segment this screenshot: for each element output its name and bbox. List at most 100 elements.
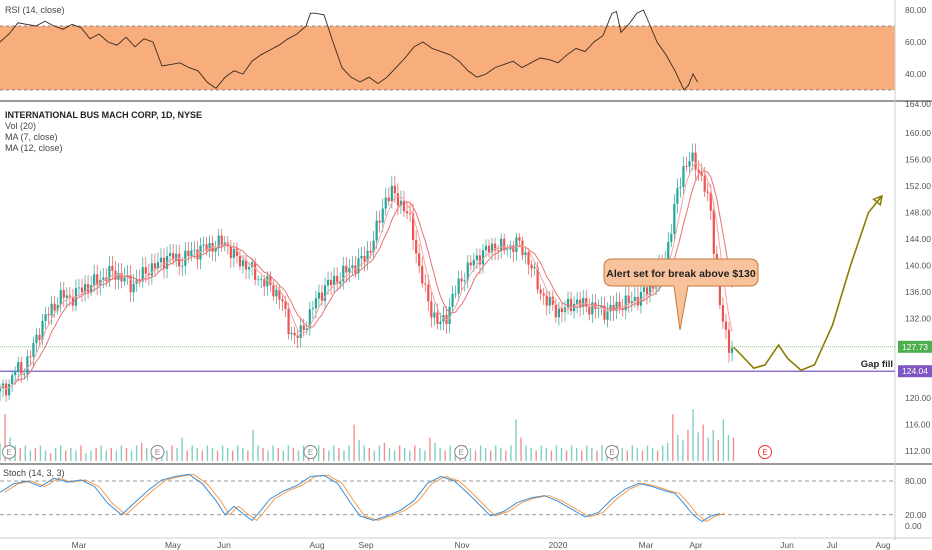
volume-bar (393, 450, 396, 461)
candle-body (381, 208, 384, 223)
candle-body (460, 278, 463, 282)
x-axis: Mar May Jun Aug Sep Nov 2020 Mar Apr Jun Jul Aug (72, 540, 891, 550)
volume-bar (44, 450, 47, 461)
candle-body (624, 295, 627, 311)
ma-12-line (0, 170, 733, 390)
volume-bar (110, 448, 112, 461)
candle-body (257, 279, 260, 281)
volume-bar (95, 448, 97, 461)
candle-body (77, 287, 81, 289)
candle-body (71, 297, 74, 306)
candle-body (232, 248, 235, 258)
candle-body (208, 242, 211, 251)
volume-bar (146, 448, 148, 461)
volume-bar (581, 450, 583, 461)
volume-bar (130, 450, 133, 461)
candle-body (448, 306, 451, 325)
candle-body (35, 334, 38, 344)
candle-body (569, 298, 573, 312)
volume-bar (515, 419, 517, 461)
candle-body (14, 371, 17, 376)
volume-bar (596, 450, 598, 461)
candle-body (369, 250, 372, 253)
candle-body (141, 267, 144, 282)
x-tick-label: Jul (827, 540, 838, 550)
volume-bar (449, 445, 451, 461)
volume-bar (60, 445, 62, 461)
candle-body (682, 166, 685, 188)
candle-body (372, 240, 375, 253)
candle-body (147, 273, 150, 276)
volume-bar (115, 450, 118, 461)
earnings-marker-label: E (762, 448, 767, 457)
candle-body (111, 265, 114, 271)
volume-bar (191, 445, 193, 461)
x-tick-label: Nov (454, 540, 470, 550)
earnings-marker-label: E (155, 448, 160, 457)
candle-body (260, 279, 263, 281)
candle-body (603, 305, 606, 320)
candle-body (17, 362, 20, 372)
earnings-marker (454, 445, 469, 459)
candle-body (254, 262, 257, 280)
volume-bar (65, 450, 67, 461)
candle-body (436, 312, 439, 325)
volume-bar (479, 445, 482, 461)
candle-body (178, 253, 181, 267)
volume-bar (272, 445, 274, 461)
candle-body (29, 356, 32, 358)
volume-bar (292, 448, 295, 461)
volume-bars (0, 409, 735, 461)
candle-body (721, 305, 725, 322)
volume-bar (550, 450, 553, 461)
indicator-label-vol: Vol (20) (5, 121, 36, 131)
alert-callout-text: Alert set for break above $130 (606, 268, 756, 280)
candle-body (548, 296, 551, 306)
candle-body (724, 321, 728, 330)
volume-bar (682, 440, 684, 461)
volume-bar (378, 445, 381, 461)
x-tick-label: Mar (72, 540, 87, 550)
candle-body (533, 267, 536, 269)
candle-body (554, 304, 557, 318)
volume-bar (429, 437, 431, 461)
candle-body (408, 213, 412, 215)
candle-body (308, 309, 311, 329)
candle-body (8, 383, 11, 396)
candle-body (190, 250, 193, 257)
volume-bar (166, 450, 168, 461)
indicator-label-ma12: MA (12, close) (5, 143, 63, 153)
candle-body (402, 200, 406, 212)
candle-body (536, 267, 539, 290)
rsi-band (0, 26, 895, 90)
volume-bar (353, 424, 355, 461)
volume-bar (216, 450, 219, 461)
candle-body (169, 253, 172, 257)
candle-body (673, 203, 676, 234)
x-tick-label: Jun (780, 540, 794, 550)
volume-bar (75, 450, 77, 461)
candle-body (272, 285, 275, 297)
candle-body (229, 246, 232, 258)
last-price-value: 127.73 (902, 342, 928, 352)
candle-body (405, 211, 409, 214)
x-tick-label: Sep (358, 540, 373, 550)
candle-body (676, 188, 679, 204)
gap-fill-badge-bg (898, 365, 932, 378)
volume-bar (297, 450, 300, 461)
candle-body (503, 238, 506, 251)
price-tick-label: 116.00 (905, 420, 931, 430)
volume-bar (495, 445, 497, 461)
volume-bar (414, 445, 416, 461)
volume-bar (530, 448, 532, 461)
candle-body (515, 237, 518, 253)
candle-body (557, 308, 560, 318)
candle-body (609, 304, 612, 312)
candle-body (712, 210, 715, 254)
candle-body (235, 248, 239, 257)
candle-body (41, 320, 44, 340)
candle-body (645, 287, 649, 295)
volume-bar (707, 437, 709, 461)
volume-bar (186, 450, 188, 461)
